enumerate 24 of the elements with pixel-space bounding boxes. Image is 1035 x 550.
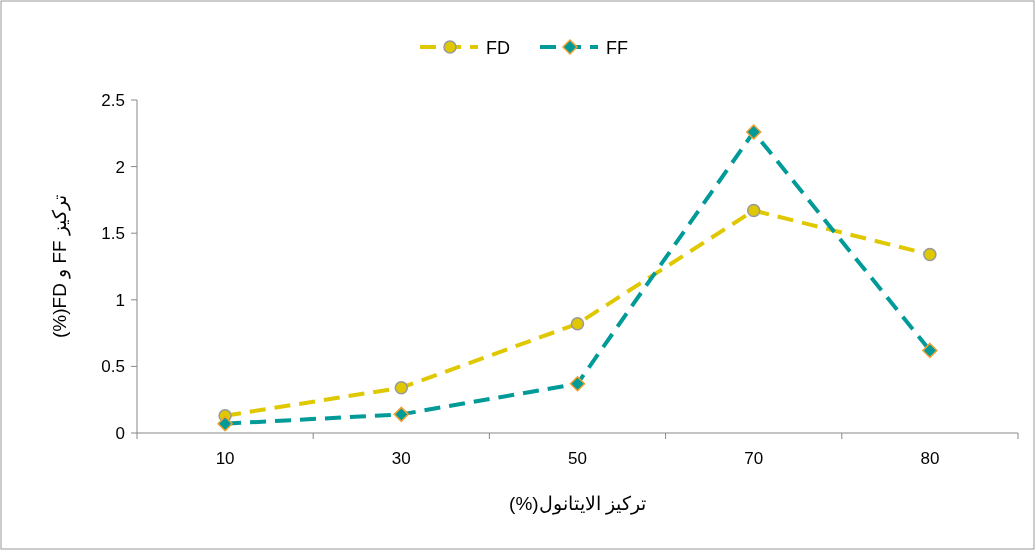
point (217, 415, 233, 432)
y-tick-label: 0.5 (101, 357, 125, 377)
point (569, 375, 586, 392)
point (394, 380, 409, 395)
point (746, 203, 761, 218)
legend-label: FD (486, 38, 510, 58)
y-axis-title: تركيز FF و FD(%) (49, 195, 71, 338)
y-tick-label: 1 (115, 290, 125, 310)
point (922, 342, 938, 359)
x-tick-label: 70 (744, 449, 764, 468)
x-tick-label: 80 (920, 449, 940, 468)
point (393, 406, 410, 423)
point (570, 317, 585, 331)
x-tick-label: 30 (391, 449, 411, 468)
y-tick-label: 2 (115, 157, 125, 177)
y-tick-label: 0 (115, 424, 125, 443)
x-axis-title: تركيز الايتانول(%) (509, 493, 646, 515)
point (923, 247, 937, 262)
legend-label: FF (606, 38, 628, 58)
y-tick-label: 2.5 (101, 91, 125, 110)
point (745, 124, 762, 140)
x-tick-label: 10 (215, 449, 235, 468)
x-tick-label: 50 (568, 449, 587, 468)
y-tick-label: 1.5 (101, 224, 125, 244)
